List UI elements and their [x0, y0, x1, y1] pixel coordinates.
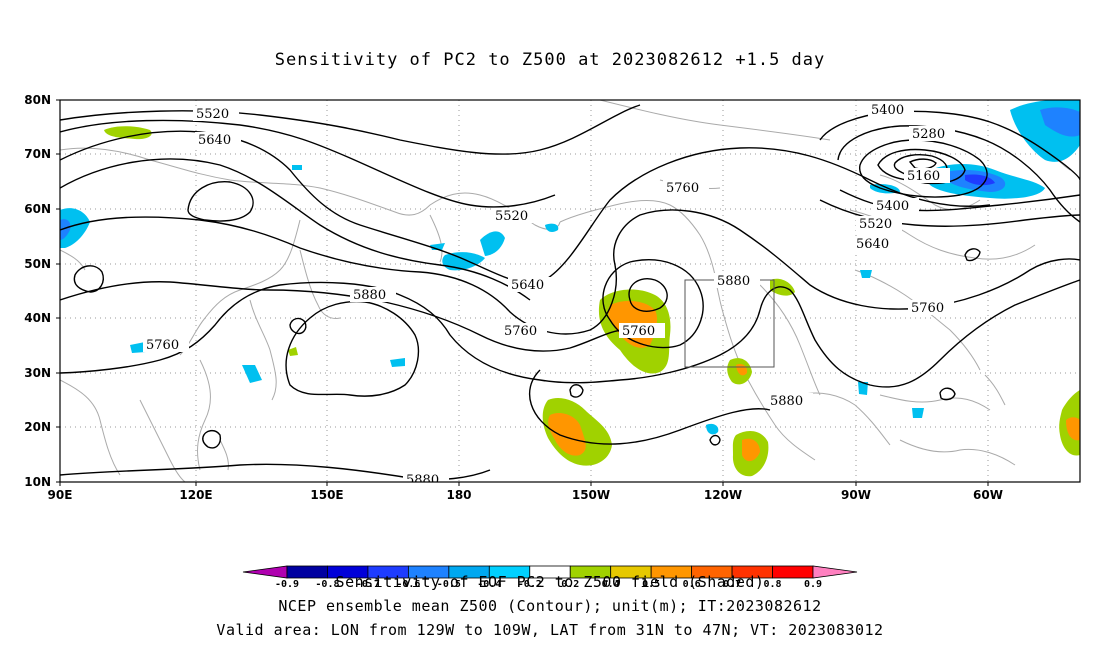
colorbar-label: 0.7: [723, 579, 741, 590]
svg-text:5760: 5760: [911, 301, 944, 316]
svg-text:5280: 5280: [912, 127, 945, 142]
colorbar-label: 0.6: [683, 579, 701, 590]
footer-line-3: Valid area: LON from 129W to 109W, LAT f…: [216, 621, 884, 639]
valid-area-box: [684, 279, 775, 368]
colorbar-label: 0.8: [764, 579, 782, 590]
svg-text:5880: 5880: [717, 274, 750, 289]
lon-label: 180: [446, 488, 471, 502]
colorbar: -0.9 -0.8 -0.7 -0.6 -0.5 -0.4 -0.2 0.2 0.4 0.5 0.6…: [242, 565, 858, 590]
colorbar-label: 0.4: [602, 579, 620, 590]
lat-label: 60N: [24, 202, 51, 216]
svg-text:5400: 5400: [876, 199, 909, 214]
svg-text:5760: 5760: [622, 324, 655, 339]
svg-text:5880: 5880: [353, 288, 386, 303]
lat-label: 70N: [24, 147, 51, 161]
colorbar-max-arrow: [812, 565, 858, 579]
lat-label: 20N: [24, 420, 51, 434]
shading-negative: [60, 100, 1080, 435]
lat-label: 30N: [24, 366, 51, 380]
z500-contours: [60, 104, 1080, 481]
footer-line-1: Sensitivity of EOF PC2 to Z500 field (Sh…: [335, 573, 765, 591]
lat-label: 10N: [24, 475, 51, 489]
colorbar-label: -0.6: [396, 579, 420, 590]
colorbar-label: -0.9: [275, 579, 299, 590]
svg-text:5160: 5160: [907, 169, 940, 184]
lon-label: 90E: [48, 488, 73, 502]
colorbar-label: -0.5: [437, 579, 461, 590]
lon-label: 120E: [179, 488, 212, 502]
colorbar-label: 0.2: [561, 579, 579, 590]
colorbar-label: -0.2: [518, 579, 542, 590]
lat-label: 40N: [24, 311, 51, 325]
svg-text:5880: 5880: [406, 473, 439, 488]
lon-label: 60W: [973, 488, 1003, 502]
lon-labels: 90E 120E 150E 180 150W 120W 90W 60W: [48, 488, 1003, 502]
colorbar-label: -0.4: [477, 579, 501, 590]
colorbar-label: -0.8: [315, 579, 339, 590]
svg-text:5640: 5640: [511, 278, 544, 293]
svg-text:5760: 5760: [504, 324, 537, 339]
footer-line-2: NCEP ensemble mean Z500 (Contour); unit(…: [278, 597, 822, 615]
svg-text:5520: 5520: [495, 209, 528, 224]
lon-label: 150E: [310, 488, 343, 502]
colorbar-label: 0.9: [804, 579, 822, 590]
svg-text:5760: 5760: [146, 338, 179, 353]
contour-labels: 5520 5640 5520 5640 5760 5760 5880 5760 …: [143, 102, 955, 488]
svg-text:5760: 5760: [666, 181, 699, 196]
lon-label: 120W: [704, 488, 742, 502]
lat-label: 80N: [24, 93, 51, 107]
lon-label: 90W: [841, 488, 871, 502]
svg-text:5880: 5880: [770, 394, 803, 409]
svg-text:5640: 5640: [198, 133, 231, 148]
map-title: Sensitivity of PC2 to Z500 at 2023082612…: [274, 50, 826, 70]
svg-text:5400: 5400: [871, 103, 904, 118]
svg-text:5520: 5520: [859, 217, 892, 232]
svg-text:5520: 5520: [196, 107, 229, 122]
map-frame: [59, 99, 1081, 483]
lon-label: 150W: [572, 488, 610, 502]
map-plot-area: 5520 5640 5520 5640 5760 5760 5880 5760 …: [60, 100, 1080, 488]
lat-labels: 80N 70N 60N 50N 40N 30N 20N 10N: [24, 93, 51, 489]
colorbar-label: -0.7: [356, 579, 380, 590]
tick-marks: [56, 99, 989, 486]
lat-label: 50N: [24, 257, 51, 271]
svg-text:5640: 5640: [856, 237, 889, 252]
colorbar-label: 0.5: [642, 579, 660, 590]
